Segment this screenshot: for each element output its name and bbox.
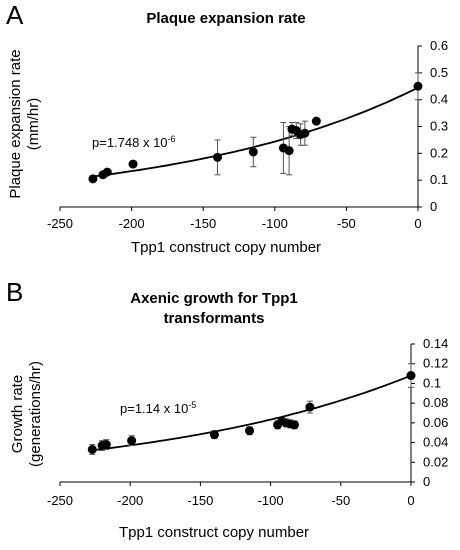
chart-a: A Plaque expansion rate Tpp1 construct c… bbox=[6, 0, 448, 256]
chart-a-data-point bbox=[128, 159, 138, 169]
chart-a-y-axis-label: Plaque expansion rate bbox=[7, 49, 24, 198]
chart-b-title-line-1: Axenic growth for Tpp1 bbox=[130, 290, 298, 307]
chart-a-data-point bbox=[248, 147, 258, 157]
chart-b-y-tick-label: 0.14 bbox=[423, 336, 448, 351]
chart-b-data-point bbox=[101, 440, 111, 450]
chart-b-p-value-base: p=1.14 x 10 bbox=[120, 401, 188, 416]
chart-b-y-tick-label: 0.1 bbox=[423, 375, 441, 390]
chart-b-x-tick-label: -50 bbox=[331, 493, 350, 508]
chart-a-p-value-base: p=1.748 x 10 bbox=[92, 135, 168, 150]
panel-label-a: A bbox=[6, 0, 24, 30]
chart-a-y-tick-label: 0.2 bbox=[430, 145, 448, 160]
chart-a-data-point bbox=[213, 152, 223, 162]
panel-label-b: B bbox=[6, 277, 23, 307]
chart-b-y-tick-label: 0.06 bbox=[423, 415, 448, 430]
chart-a-data-point bbox=[102, 167, 112, 177]
chart-a-x-tick-label: -100 bbox=[262, 216, 288, 231]
chart-b-y-tick-label: 0.04 bbox=[423, 435, 448, 450]
chart-b-x-tick-label: -250 bbox=[47, 493, 73, 508]
chart-b-data-point bbox=[289, 420, 299, 430]
chart-a-x-axis-label: Tpp1 construct copy number bbox=[131, 239, 321, 256]
chart-b-data-point bbox=[305, 402, 315, 412]
chart-a-data-point bbox=[311, 116, 321, 126]
chart-a-x-tick-label: -50 bbox=[337, 216, 356, 231]
chart-b-y-axis-unit: (generations/hr) bbox=[27, 361, 44, 467]
chart-a-y-axis-unit: (mm/hr) bbox=[25, 98, 42, 151]
chart-b-data-point bbox=[406, 371, 416, 381]
chart-a-data-point bbox=[284, 146, 294, 156]
chart-a-x-tick-label: 0 bbox=[414, 216, 421, 231]
chart-b-x-tick-label: 0 bbox=[407, 493, 414, 508]
chart-b-trendline bbox=[90, 374, 412, 452]
chart-b-data-point bbox=[87, 444, 97, 454]
chart-b-data-point bbox=[209, 430, 219, 440]
chart-b-x-tick-label: -200 bbox=[117, 493, 143, 508]
chart-b-y-tick-label: 0.02 bbox=[423, 454, 448, 469]
chart-a-x-tick-label: -200 bbox=[119, 216, 145, 231]
chart-b-title-line-2: transformants bbox=[164, 310, 265, 327]
chart-a-x-tick-label: -250 bbox=[47, 216, 73, 231]
chart-a-trendline bbox=[91, 86, 419, 178]
chart-a-data-point bbox=[88, 174, 98, 184]
chart-b-p-value-exponent: -5 bbox=[188, 400, 196, 410]
chart-a-data-point bbox=[300, 128, 310, 138]
chart-b-y-tick-label: 0 bbox=[423, 474, 430, 489]
chart-a-y-tick-label: 0.6 bbox=[430, 38, 448, 53]
chart-b-plot-area: -250 -200 -150 -100 -50 00 0.02 0.04 0.06 0.08 0.1… bbox=[47, 336, 448, 508]
chart-a-y-tick-label: 0.4 bbox=[430, 92, 448, 107]
chart-b: B Axenic growth for Tpp1 transformants T… bbox=[6, 277, 448, 541]
chart-a-title: Plaque expansion rate bbox=[146, 10, 305, 27]
chart-a-y-tick-label: 0.1 bbox=[430, 172, 448, 187]
chart-a-x-tick-label: -150 bbox=[190, 216, 216, 231]
chart-b-y-axis-label: Growth rate bbox=[9, 375, 26, 453]
chart-a-plot-area: -250 -200 -150 -100 -50 00 0.1 0.2 0.3 0.4 0.5 0.6 bbox=[47, 38, 448, 231]
chart-b-x-tick-label: -100 bbox=[258, 493, 284, 508]
chart-b-x-tick-label: -150 bbox=[187, 493, 213, 508]
chart-b-data-point bbox=[245, 426, 255, 436]
chart-a-y-tick-label: 0 bbox=[430, 199, 437, 214]
chart-b-data-point bbox=[127, 436, 137, 446]
chart-b-y-tick-label: 0.12 bbox=[423, 356, 448, 371]
chart-a-y-tick-label: 0.5 bbox=[430, 65, 448, 80]
chart-b-x-axis-label: Tpp1 construct copy number bbox=[119, 524, 309, 541]
chart-a-y-tick-label: 0.3 bbox=[430, 119, 448, 134]
chart-a-p-value: p=1.748 x 10-6 bbox=[92, 134, 176, 150]
chart-b-p-value: p=1.14 x 10-5 bbox=[120, 400, 196, 416]
chart-a-p-value-exponent: -6 bbox=[168, 134, 176, 144]
chart-a-data-point bbox=[413, 81, 423, 91]
chart-b-y-tick-label: 0.08 bbox=[423, 395, 448, 410]
